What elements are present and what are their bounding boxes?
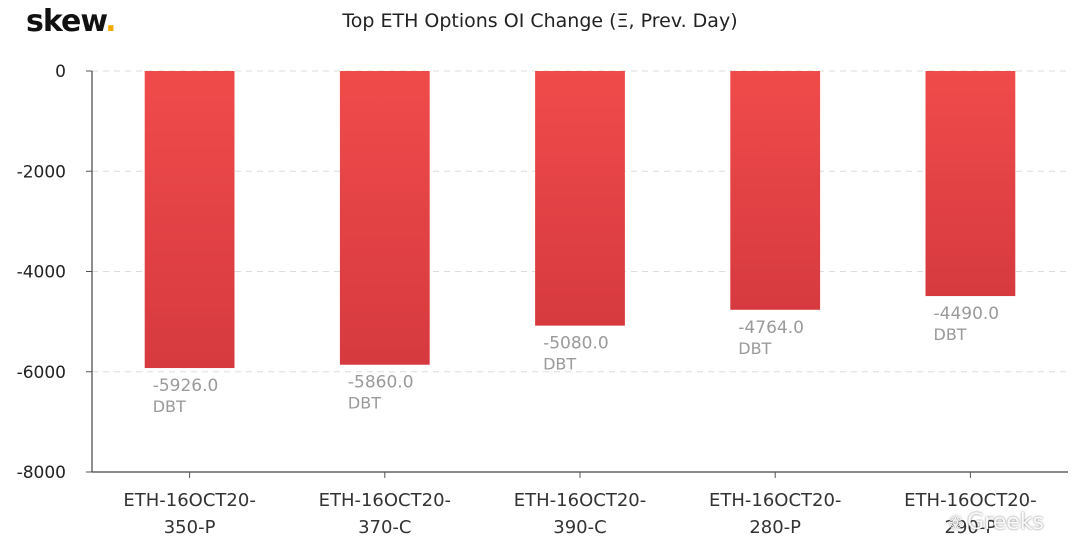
skew-logo: skew. (26, 4, 117, 39)
chart-title: Top ETH Options OI Change (Ξ, Prev. Day) (342, 10, 738, 32)
data-label: -5860.0 (348, 373, 414, 393)
y-tick-label: -2000 (17, 162, 66, 182)
bar-ETH-16OCT20-280-P (730, 71, 821, 310)
bar-ETH-16OCT20-390-C (535, 71, 625, 326)
data-label-unit: DBT (738, 339, 771, 358)
x-tick-label: ETH-16OCT20- (319, 490, 451, 511)
data-label-unit: DBT (934, 325, 967, 344)
x-tick-label: 350-P (164, 517, 216, 538)
bar-ETH-16OCT20-370-C (339, 71, 430, 365)
x-tick-label: ETH-16OCT20- (904, 490, 1036, 511)
data-label: -4490.0 (934, 304, 1000, 324)
data-label: -5926.0 (153, 376, 219, 396)
data-label-unit: DBT (543, 355, 576, 374)
y-tick-label: -6000 (17, 363, 66, 383)
x-tick-label: 390-C (553, 517, 606, 538)
bar-ETH-16OCT20-350-P (144, 71, 235, 369)
watermark: ❁ Greeks (948, 510, 1044, 535)
x-tick-label: 280-P (749, 517, 801, 538)
x-tick-label: ETH-16OCT20- (123, 490, 255, 511)
data-label: -5080.0 (543, 334, 609, 354)
data-label: -4764.0 (738, 318, 804, 338)
bar-ETH-16OCT20-290-P (925, 71, 1016, 297)
x-tick-label: 290-P (945, 517, 997, 538)
x-tick-label: ETH-16OCT20- (709, 490, 841, 511)
x-tick-label: ETH-16OCT20- (514, 490, 646, 511)
y-tick-label: -8000 (17, 463, 66, 483)
x-tick-label: 370-C (358, 517, 411, 538)
y-tick-label: 0 (55, 62, 66, 82)
wechat-icon: ❁ (948, 513, 964, 534)
data-label-unit: DBT (153, 397, 186, 416)
y-tick-label: -4000 (17, 263, 66, 283)
data-label-unit: DBT (348, 394, 381, 413)
